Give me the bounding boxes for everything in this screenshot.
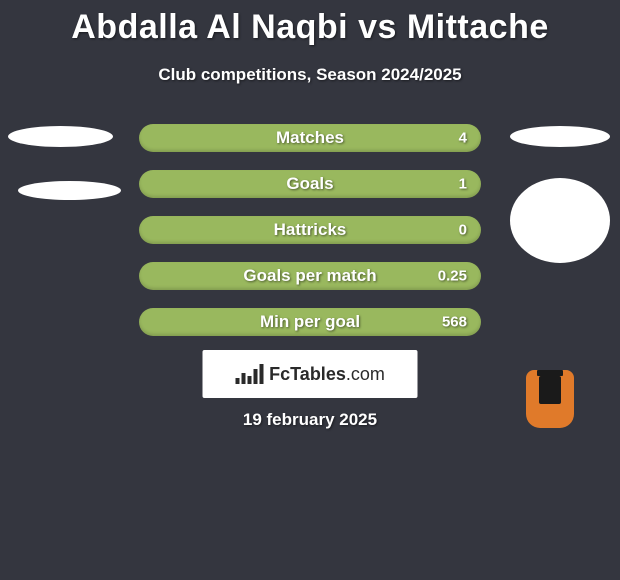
stat-value: 4 bbox=[459, 130, 467, 147]
left-player-avatar bbox=[8, 126, 113, 147]
stat-bar-matches: Matches 4 bbox=[139, 124, 481, 152]
stat-label: Hattricks bbox=[139, 220, 481, 240]
brand-badge: FcTables.com bbox=[203, 350, 418, 398]
right-club-logo bbox=[510, 178, 610, 263]
brand-name: FcTables bbox=[269, 364, 346, 384]
stat-label: Min per goal bbox=[139, 312, 481, 332]
stat-bar-hattricks: Hattricks 0 bbox=[139, 216, 481, 244]
date-label: 19 february 2025 bbox=[0, 410, 620, 430]
page-title: Abdalla Al Naqbi vs Mittache bbox=[0, 0, 620, 47]
right-player-avatar bbox=[510, 126, 610, 147]
stat-bar-min-per-goal: Min per goal 568 bbox=[139, 308, 481, 336]
stat-label: Goals per match bbox=[139, 266, 481, 286]
stat-value: 0.25 bbox=[438, 268, 467, 285]
stat-bar-goals: Goals 1 bbox=[139, 170, 481, 198]
stat-value: 0 bbox=[459, 222, 467, 239]
brand-text: FcTables.com bbox=[269, 364, 385, 385]
stat-label: Goals bbox=[139, 174, 481, 194]
stat-bar-goals-per-match: Goals per match 0.25 bbox=[139, 262, 481, 290]
stat-value: 1 bbox=[459, 176, 467, 193]
page-subtitle: Club competitions, Season 2024/2025 bbox=[0, 65, 620, 85]
bar-chart-icon bbox=[235, 364, 263, 384]
brand-suffix: .com bbox=[346, 364, 385, 384]
stats-bars: Matches 4 Goals 1 Hattricks 0 Goals per … bbox=[139, 124, 481, 354]
tower-icon bbox=[539, 376, 561, 404]
stat-label: Matches bbox=[139, 128, 481, 148]
stat-value: 568 bbox=[442, 314, 467, 331]
left-club-logo bbox=[18, 181, 121, 200]
